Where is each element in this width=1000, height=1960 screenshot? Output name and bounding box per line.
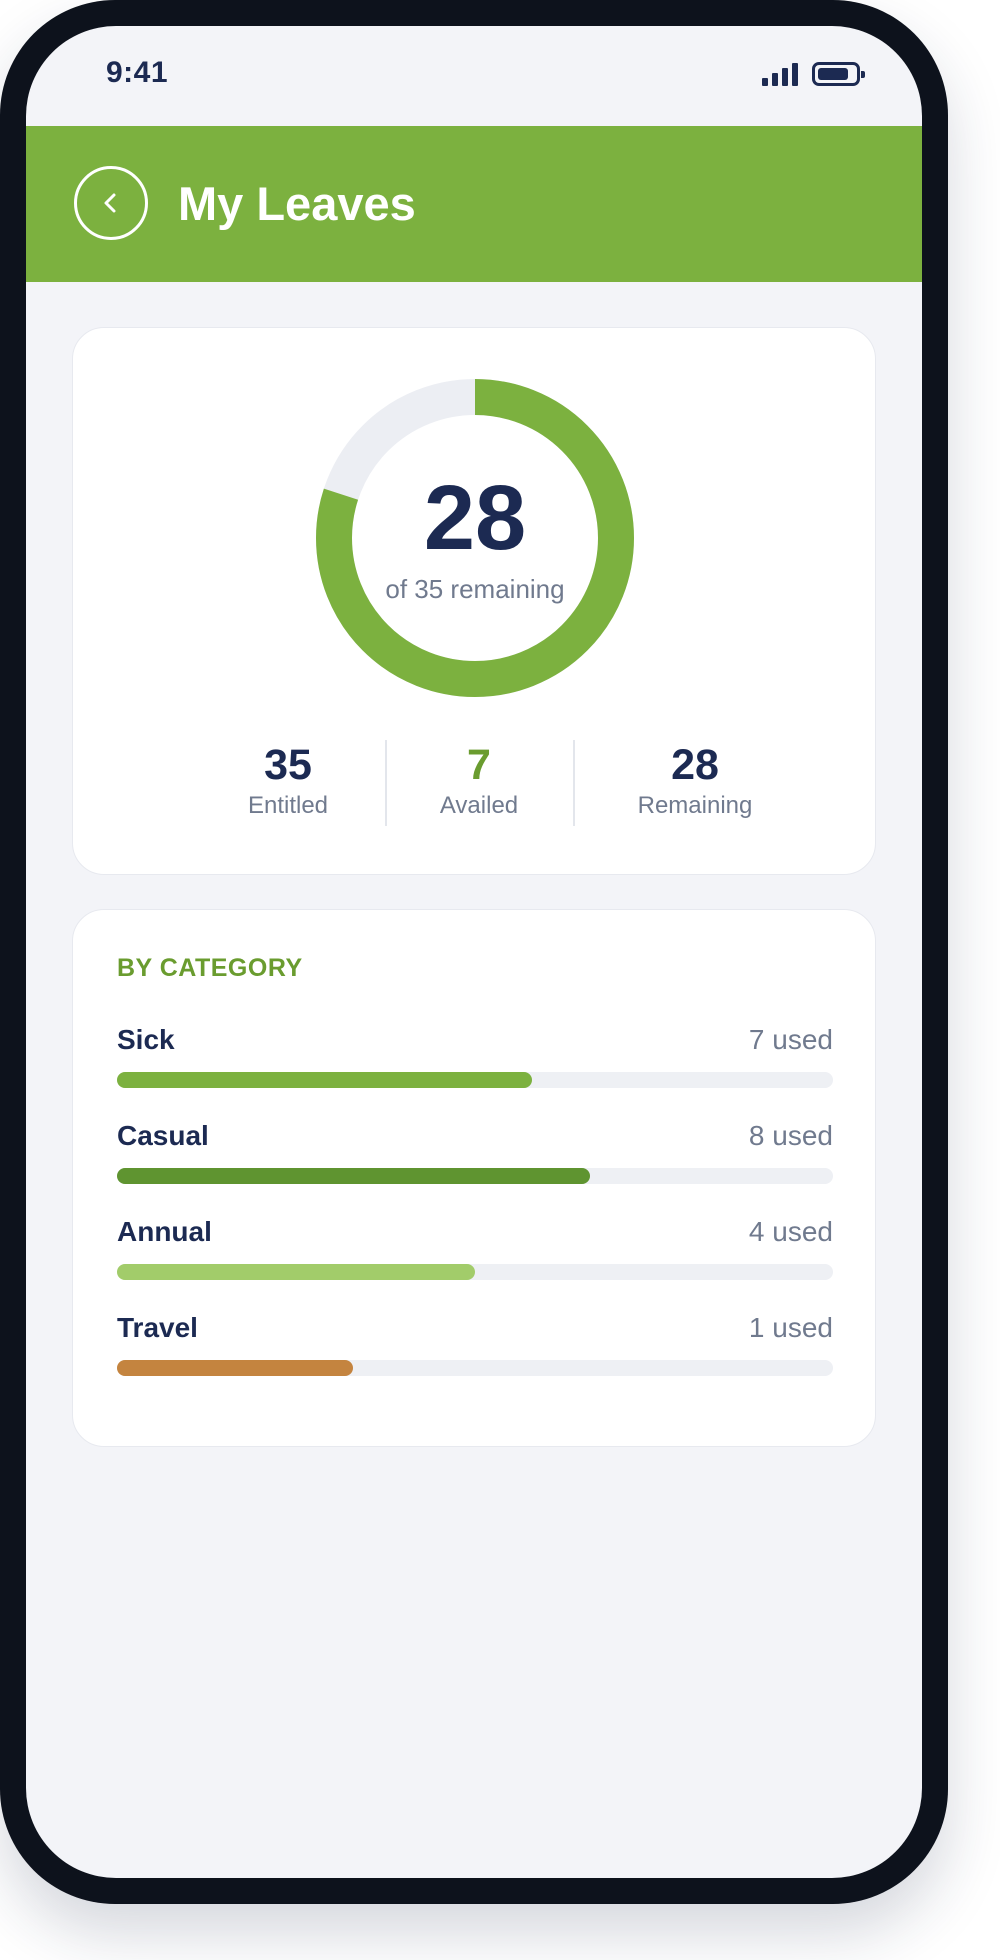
signal-icon <box>762 62 798 86</box>
stat-value: 7 <box>467 741 491 789</box>
category-used: 8 used <box>748 1120 833 1151</box>
category-card: BY CATEGORY Sick 7 used Casual 8 used An… <box>72 909 876 1447</box>
stat-label: Remaining <box>637 792 753 819</box>
leave-stats: 35 Entitled 7 Availed 28 Remaining <box>193 740 757 826</box>
category-used: 4 used <box>748 1216 833 1247</box>
category-name: Travel <box>117 1312 198 1343</box>
stat-value: 28 <box>671 741 719 789</box>
app-header: My Leaves <box>26 126 922 282</box>
stat-entitled: 35 Entitled <box>193 740 383 826</box>
status-bar: 9:41 <box>26 26 922 126</box>
stat-label: Entitled <box>247 792 329 819</box>
category-row-travel: Travel 1 used <box>117 1310 833 1378</box>
status-icons <box>762 62 865 86</box>
remaining-count: 28 <box>423 467 527 569</box>
category-row-casual: Casual 8 used <box>117 1118 833 1186</box>
battery-icon <box>812 62 865 86</box>
category-progress-fill <box>117 1072 533 1088</box>
leave-summary-card: 28 of 35 remaining 35 Entitled 7 Availed… <box>72 327 876 875</box>
category-progress-fill <box>117 1264 475 1280</box>
category-row-annual: Annual 4 used <box>117 1214 833 1282</box>
donut-remaining-arc <box>316 379 634 697</box>
phone-frame: 9:41 My Leaves <box>0 0 948 1904</box>
category-used: 1 used <box>748 1312 833 1343</box>
category-progress-track <box>117 1168 833 1184</box>
chevron-left-icon <box>104 193 116 213</box>
remaining-caption: of 35 remaining <box>385 574 565 604</box>
status-time: 9:41 <box>106 56 169 89</box>
category-progress-track <box>117 1360 833 1376</box>
category-row-sick: Sick 7 used <box>117 1022 833 1090</box>
stat-value: 35 <box>264 741 312 789</box>
category-progress-fill <box>117 1168 590 1184</box>
stat-divider <box>573 740 575 826</box>
category-used: 7 used <box>748 1024 833 1055</box>
stat-divider <box>385 740 387 826</box>
back-button[interactable] <box>74 166 148 240</box>
section-title: BY CATEGORY <box>117 954 303 982</box>
page-title: My Leaves <box>178 177 416 230</box>
category-name: Annual <box>117 1216 212 1247</box>
stat-remaining: 28 Remaining <box>575 740 815 826</box>
donut-center: 28 of 35 remaining <box>315 378 635 698</box>
stat-availed: 7 Availed <box>387 740 571 826</box>
category-progress-fill <box>117 1360 354 1376</box>
category-progress-track <box>117 1072 833 1088</box>
category-name: Sick <box>117 1024 175 1055</box>
app-screen: 9:41 My Leaves <box>26 26 922 1878</box>
stat-label: Availed <box>439 792 519 819</box>
remaining-donut-chart <box>316 379 634 697</box>
category-name: Casual <box>117 1120 209 1151</box>
category-progress-track <box>117 1264 833 1280</box>
